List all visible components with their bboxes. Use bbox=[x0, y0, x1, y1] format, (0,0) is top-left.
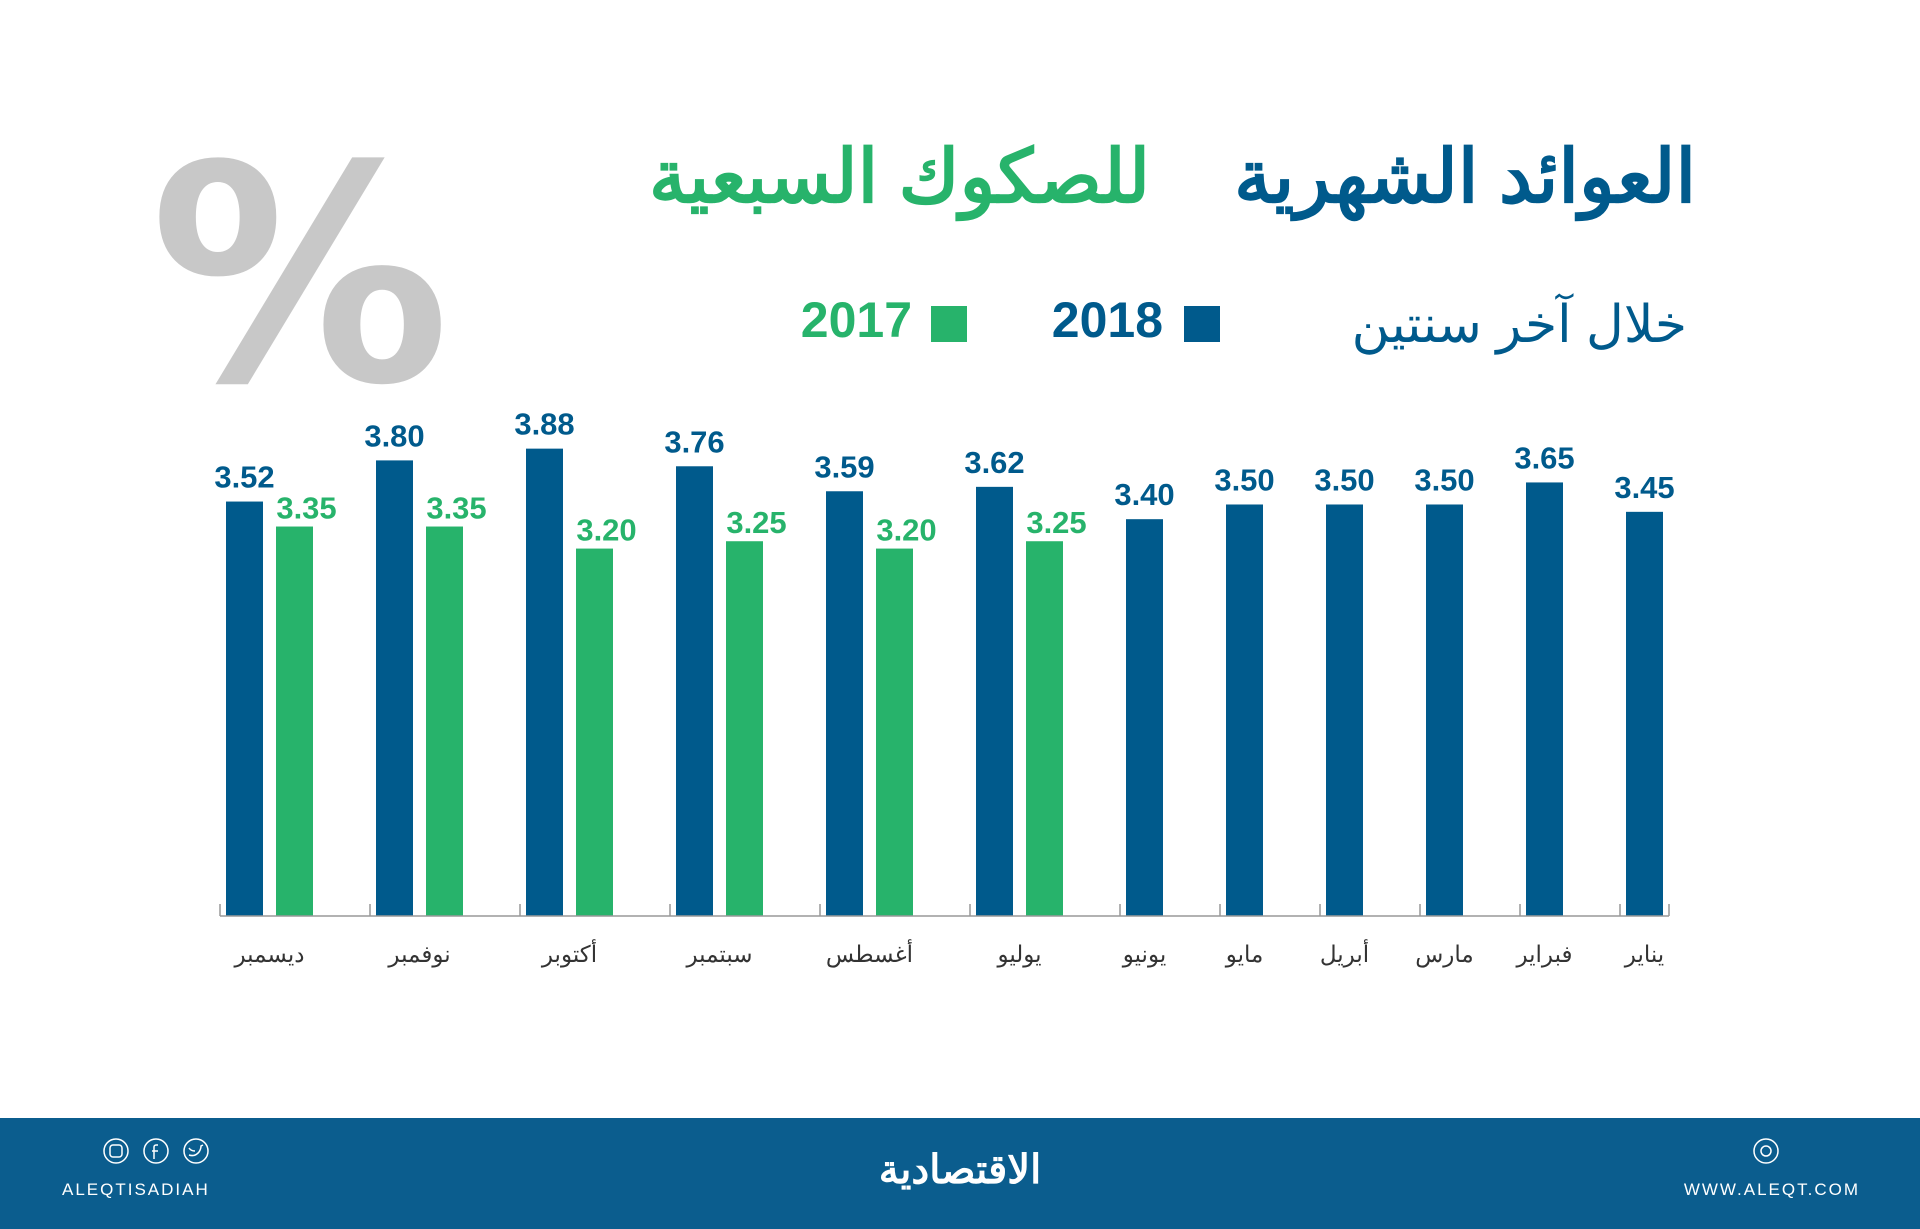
bar bbox=[276, 526, 313, 916]
chart-subtitle: خلال آخر سنتين bbox=[1352, 293, 1687, 355]
value-label: 3.50 bbox=[1214, 462, 1274, 497]
unit-symbol: % bbox=[150, 102, 451, 451]
legend-label: 2018 bbox=[1052, 292, 1163, 348]
value-label: 3.62 bbox=[964, 445, 1024, 480]
value-label: 3.35 bbox=[276, 491, 336, 526]
value-label: 3.50 bbox=[1414, 462, 1474, 497]
bar bbox=[376, 460, 413, 916]
value-label: 3.25 bbox=[726, 505, 786, 540]
bar bbox=[1626, 511, 1663, 916]
value-label: 3.76 bbox=[664, 424, 724, 459]
value-label: 3.45 bbox=[1614, 470, 1674, 505]
legend-label: 2017 bbox=[801, 292, 912, 348]
x-tick-label: يوليو bbox=[996, 941, 1041, 968]
value-label: 3.40 bbox=[1114, 477, 1174, 512]
value-label: 3.50 bbox=[1314, 462, 1374, 497]
x-tick-label: أبريل bbox=[1320, 939, 1369, 968]
bar bbox=[1026, 541, 1063, 916]
bar bbox=[1326, 504, 1363, 916]
x-tick-label: فبراير bbox=[1515, 941, 1572, 968]
value-label: 3.52 bbox=[214, 460, 274, 495]
value-label: 3.88 bbox=[514, 407, 574, 442]
x-tick-label: أكتوبر bbox=[541, 939, 597, 968]
footer-social: ALEQTISADIAH bbox=[62, 1180, 210, 1199]
value-label: 3.25 bbox=[1026, 505, 1086, 540]
x-tick-label: ديسمبر bbox=[233, 941, 304, 968]
bar bbox=[1526, 482, 1563, 916]
footer-band bbox=[0, 1118, 1920, 1229]
bar bbox=[876, 548, 913, 916]
value-label: 3.59 bbox=[814, 449, 874, 484]
x-tick-label: يناير bbox=[1624, 941, 1664, 968]
x-tick-label: نوفمبر bbox=[387, 941, 450, 968]
bar bbox=[576, 548, 613, 916]
bar bbox=[726, 541, 763, 916]
value-label: 3.20 bbox=[576, 513, 636, 548]
bar bbox=[426, 526, 463, 916]
x-tick-label: مارس bbox=[1415, 941, 1474, 968]
bar bbox=[976, 486, 1013, 916]
x-tick-label: أغسطس bbox=[826, 939, 913, 968]
legend-swatch bbox=[1184, 306, 1220, 342]
bar bbox=[526, 448, 563, 916]
bar bbox=[676, 466, 713, 916]
bar bbox=[1226, 504, 1263, 916]
social-icons bbox=[103, 1138, 1779, 1164]
chart-title-highlight: للصكوك السبعية bbox=[649, 135, 1150, 222]
bar bbox=[1426, 504, 1463, 916]
value-label: 3.35 bbox=[426, 491, 486, 526]
bar bbox=[226, 501, 263, 916]
footer-logo: الاقتصادية bbox=[879, 1148, 1041, 1192]
value-label: 3.65 bbox=[1514, 440, 1574, 475]
chart-title: العوائد الشهرية bbox=[1234, 135, 1696, 222]
x-tick-label: سبتمبر bbox=[685, 941, 752, 968]
x-tick-label: مايو bbox=[1225, 941, 1264, 968]
legend-swatch bbox=[931, 306, 967, 342]
bar bbox=[826, 491, 863, 916]
bar bbox=[1126, 519, 1163, 916]
x-tick-label: يونيو bbox=[1122, 941, 1167, 968]
value-label: 3.20 bbox=[876, 513, 936, 548]
footer-website: WWW.ALEQT.COM bbox=[1684, 1180, 1860, 1199]
value-label: 3.80 bbox=[364, 418, 424, 453]
